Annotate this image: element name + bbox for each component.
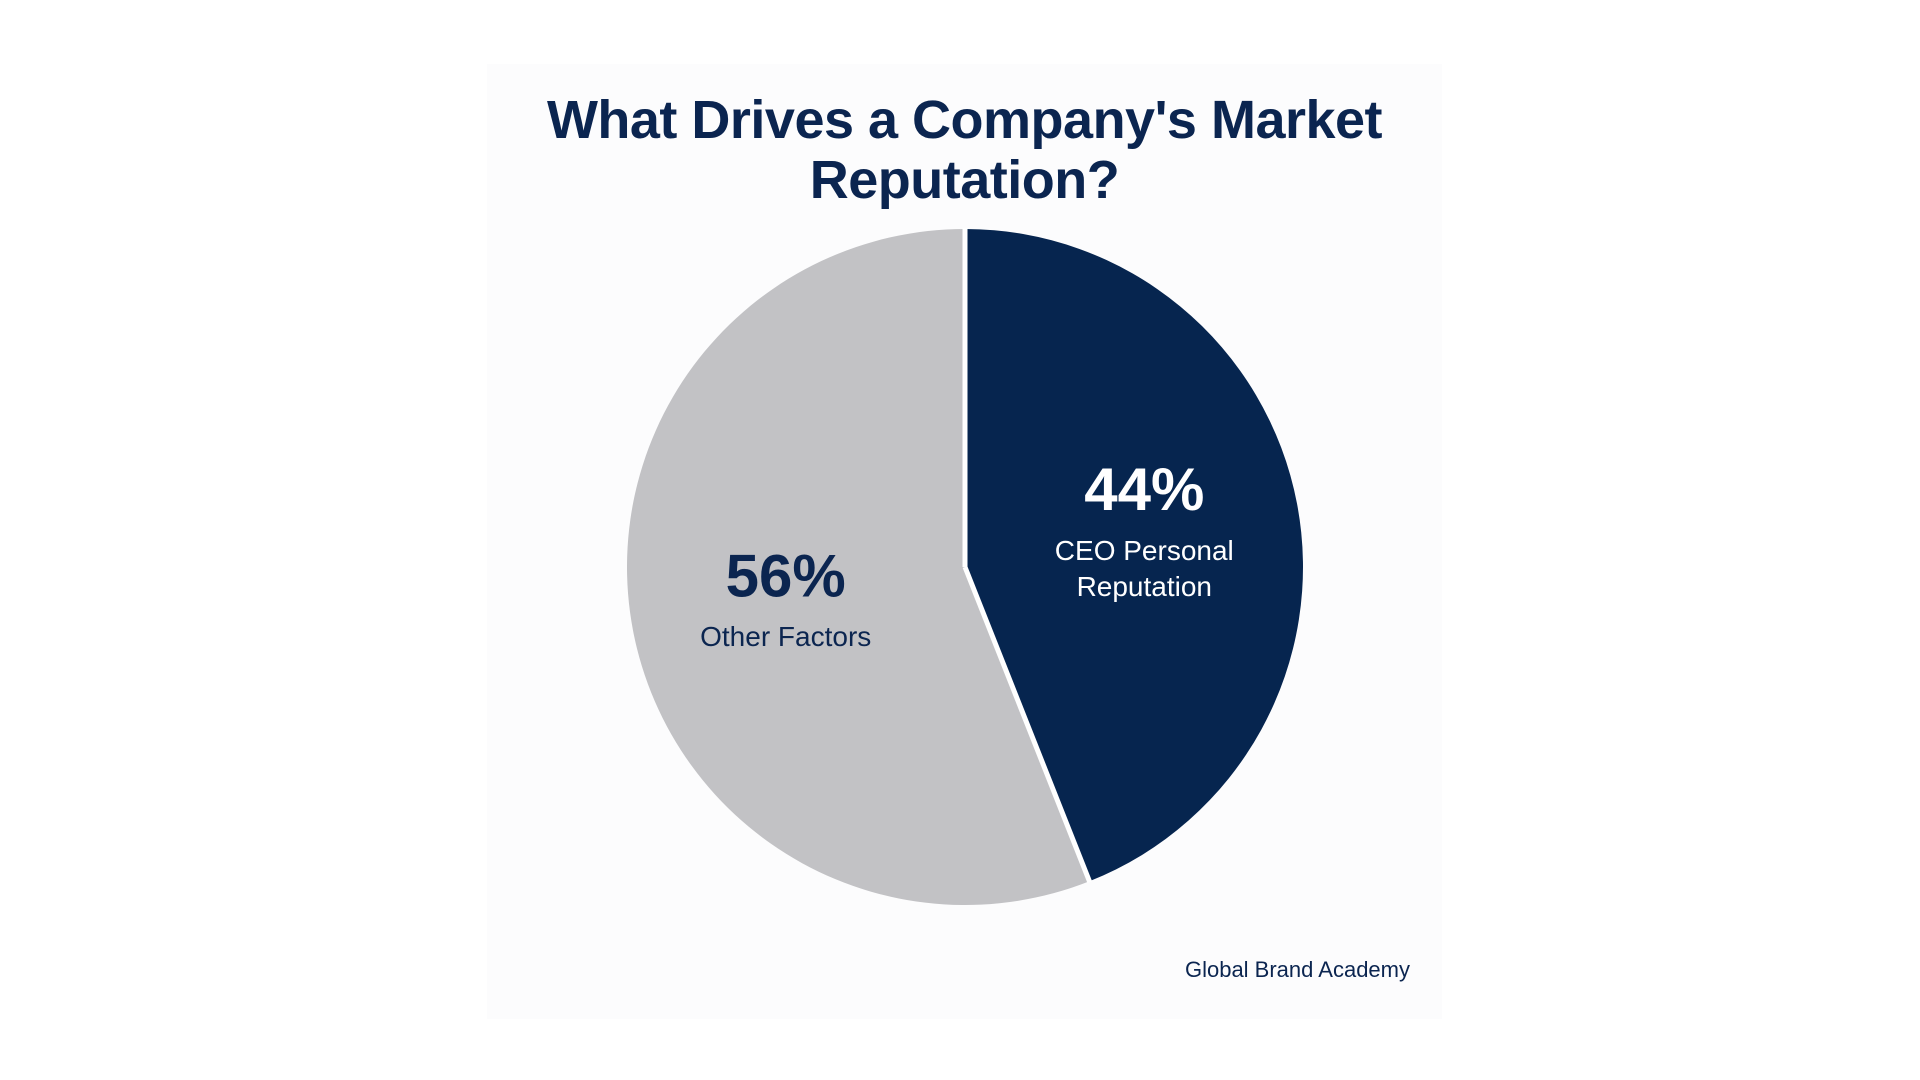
pie-labels: 44% CEO Personal Reputation 56% Other Factor…: [700, 456, 1234, 652]
chart-title: What Drives a Company's Market Reputatio…: [546, 90, 1383, 210]
slice-value-label-0: 44%: [1084, 456, 1204, 523]
slice-category-label-1-0: Other Factors: [700, 621, 871, 652]
pie-slice-0: [965, 229, 1304, 882]
slice-value-label-1: 56%: [726, 542, 846, 609]
slice-separator-1: [962, 566, 1093, 884]
slice-category-label-0-0: CEO Personal: [1055, 535, 1234, 566]
source-credit: Global Brand Academy: [1184, 957, 1410, 982]
pie-slice-1: [627, 229, 1090, 905]
slice-category-label-0-1: Reputation: [1077, 571, 1212, 602]
pie-slices: [627, 228, 1304, 905]
